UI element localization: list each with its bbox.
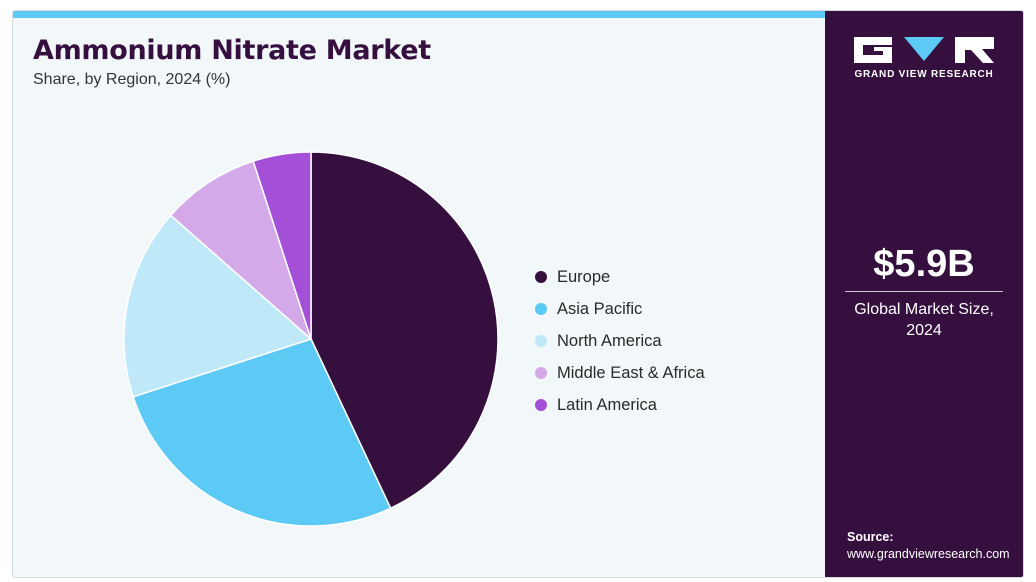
legend-label: Asia Pacific bbox=[557, 299, 643, 318]
brand-name: GRAND VIEW RESEARCH bbox=[854, 69, 994, 80]
legend-item-middle-east-and-africa: Middle East & Africa bbox=[535, 357, 705, 389]
legend-swatch bbox=[535, 271, 547, 283]
legend-label: Middle East & Africa bbox=[557, 363, 705, 382]
source-label: Source: bbox=[847, 530, 894, 544]
market-size-caption: Global Market Size, 2024 bbox=[825, 299, 1023, 341]
chart-subtitle: Share, by Region, 2024 (%) bbox=[33, 71, 231, 88]
pie-slice-middle-east-and-africa bbox=[169, 160, 313, 342]
legend-item-europe: Europe bbox=[535, 261, 705, 293]
legend-label: Latin America bbox=[557, 395, 657, 414]
pie-slice-latin-america bbox=[252, 151, 312, 340]
legend-item-latin-america: Latin America bbox=[535, 389, 705, 421]
legend-item-asia-pacific: Asia Pacific bbox=[535, 293, 705, 325]
divider bbox=[845, 291, 1003, 292]
legend-swatch bbox=[535, 303, 547, 315]
legend-swatch bbox=[535, 367, 547, 379]
pie-slice-europe bbox=[310, 151, 499, 510]
chart-legend: Europe Asia Pacific North America Middle Ea… bbox=[535, 261, 705, 421]
chart-title: Ammonium Nitrate Market bbox=[33, 35, 431, 66]
chart-card: Ammonium Nitrate Market Share, by Region… bbox=[12, 10, 1024, 578]
accent-bar bbox=[13, 11, 825, 18]
pie-slice-north-america bbox=[123, 214, 313, 398]
legend-label: North America bbox=[557, 331, 662, 350]
legend-swatch bbox=[535, 335, 547, 347]
legend-item-north-america: North America bbox=[535, 325, 705, 357]
sidebar-panel: GRAND VIEW RESEARCH $5.9B Global Market … bbox=[825, 11, 1023, 577]
pie-chart bbox=[123, 151, 499, 527]
market-size-caption-line1: Global Market Size, bbox=[854, 301, 994, 318]
pie-slice-asia-pacific bbox=[132, 338, 392, 527]
legend-swatch bbox=[535, 399, 547, 411]
market-size-caption-line2: 2024 bbox=[906, 322, 942, 339]
market-size-value: $5.9B bbox=[873, 243, 975, 285]
legend-label: Europe bbox=[557, 267, 611, 286]
gvr-logo-icon bbox=[854, 37, 994, 63]
source-link[interactable]: www.grandviewresearch.com bbox=[847, 547, 1010, 561]
